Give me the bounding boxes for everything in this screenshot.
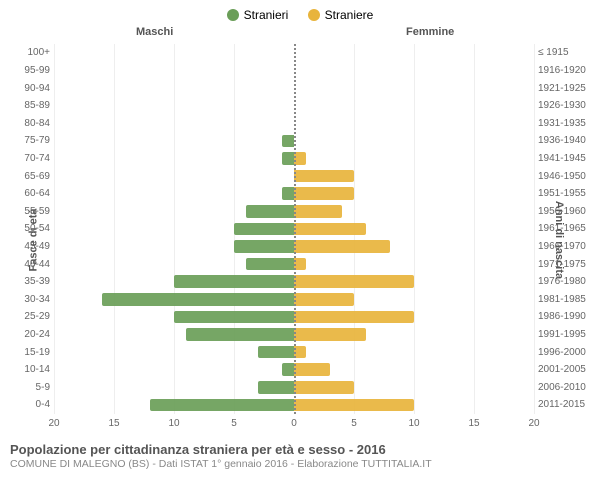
age-label: 75-79 [12, 135, 50, 146]
bar-male [234, 240, 294, 253]
footer: Popolazione per cittadinanza straniera p… [6, 442, 594, 470]
footer-title: Popolazione per cittadinanza straniera p… [10, 442, 594, 457]
age-label: 40-44 [12, 259, 50, 270]
birth-label: 1971-1975 [538, 259, 590, 270]
age-label: 5-9 [12, 382, 50, 393]
rows-region: 100+≤ 191595-991916-192090-941921-192585… [54, 44, 534, 414]
x-tick: 20 [48, 418, 59, 429]
age-label: 55-59 [12, 206, 50, 217]
birth-label: 2011-2015 [538, 399, 590, 410]
age-label: 15-19 [12, 347, 50, 358]
birth-label: 1951-1955 [538, 188, 590, 199]
birth-label: 1931-1935 [538, 118, 590, 129]
age-label: 50-54 [12, 223, 50, 234]
bar-female [294, 311, 414, 324]
bar-male [258, 381, 294, 394]
bar-female [294, 399, 414, 412]
bar-male [246, 205, 294, 218]
x-tick: 15 [468, 418, 479, 429]
x-tick: 5 [231, 418, 237, 429]
birth-label: 1926-1930 [538, 100, 590, 111]
bar-male [282, 187, 294, 200]
footer-subtitle: COMUNE DI MALEGNO (BS) - Dati ISTAT 1° g… [10, 458, 594, 470]
x-axis: 201510505101520 [54, 416, 534, 436]
x-tick: 10 [408, 418, 419, 429]
age-label: 95-99 [12, 65, 50, 76]
bar-male [174, 311, 294, 324]
age-label: 70-74 [12, 153, 50, 164]
gridline [534, 44, 535, 414]
chart-container: Stranieri Straniere Maschi Femmine Fasce… [0, 0, 600, 500]
x-tick: 20 [528, 418, 539, 429]
age-label: 100+ [12, 47, 50, 58]
age-label: 10-14 [12, 364, 50, 375]
bar-male [282, 363, 294, 376]
legend-label-male: Stranieri [244, 8, 289, 22]
x-tick: 15 [108, 418, 119, 429]
legend-label-female: Straniere [325, 8, 374, 22]
bar-male [174, 275, 294, 288]
bar-female [294, 187, 354, 200]
age-label: 60-64 [12, 188, 50, 199]
header-male: Maschi [136, 26, 173, 38]
bar-female [294, 170, 354, 183]
legend: Stranieri Straniere [6, 8, 594, 24]
birth-label: ≤ 1915 [538, 47, 590, 58]
birth-label: 1936-1940 [538, 135, 590, 146]
age-label: 0-4 [12, 399, 50, 410]
age-label: 30-34 [12, 294, 50, 305]
center-line [294, 44, 296, 414]
age-label: 20-24 [12, 329, 50, 340]
column-headers: Maschi Femmine [6, 26, 594, 42]
birth-label: 1976-1980 [538, 276, 590, 287]
age-label: 90-94 [12, 83, 50, 94]
bar-female [294, 240, 390, 253]
age-label: 35-39 [12, 276, 50, 287]
bar-male [150, 399, 294, 412]
bar-female [294, 275, 414, 288]
birth-label: 1946-1950 [538, 171, 590, 182]
legend-item-female: Straniere [308, 8, 374, 22]
bar-male [258, 346, 294, 359]
age-label: 80-84 [12, 118, 50, 129]
bar-male [102, 293, 294, 306]
age-label: 65-69 [12, 171, 50, 182]
bar-male [282, 152, 294, 165]
birth-label: 1956-1960 [538, 206, 590, 217]
birth-label: 1996-2000 [538, 347, 590, 358]
age-label: 45-49 [12, 241, 50, 252]
birth-label: 1921-1925 [538, 83, 590, 94]
x-tick: 0 [291, 418, 297, 429]
header-female: Femmine [406, 26, 454, 38]
bar-female [294, 381, 354, 394]
bar-female [294, 328, 366, 341]
bar-male [234, 223, 294, 236]
legend-swatch-female [308, 9, 320, 21]
bar-female [294, 293, 354, 306]
bar-male [282, 135, 294, 148]
age-label: 25-29 [12, 311, 50, 322]
bar-female [294, 223, 366, 236]
birth-label: 1916-1920 [538, 65, 590, 76]
birth-label: 1966-1970 [538, 241, 590, 252]
age-label: 85-89 [12, 100, 50, 111]
birth-label: 1981-1985 [538, 294, 590, 305]
birth-label: 1941-1945 [538, 153, 590, 164]
legend-item-male: Stranieri [227, 8, 289, 22]
birth-label: 1961-1965 [538, 223, 590, 234]
birth-label: 2006-2010 [538, 382, 590, 393]
bar-female [294, 363, 330, 376]
x-tick: 5 [351, 418, 357, 429]
x-tick: 10 [168, 418, 179, 429]
bar-female [294, 205, 342, 218]
bar-male [246, 258, 294, 271]
bar-male [186, 328, 294, 341]
plot-area: Fasce di età Anni di nascita 100+≤ 19159… [6, 44, 594, 436]
birth-label: 2001-2005 [538, 364, 590, 375]
birth-label: 1991-1995 [538, 329, 590, 340]
birth-label: 1986-1990 [538, 311, 590, 322]
legend-swatch-male [227, 9, 239, 21]
